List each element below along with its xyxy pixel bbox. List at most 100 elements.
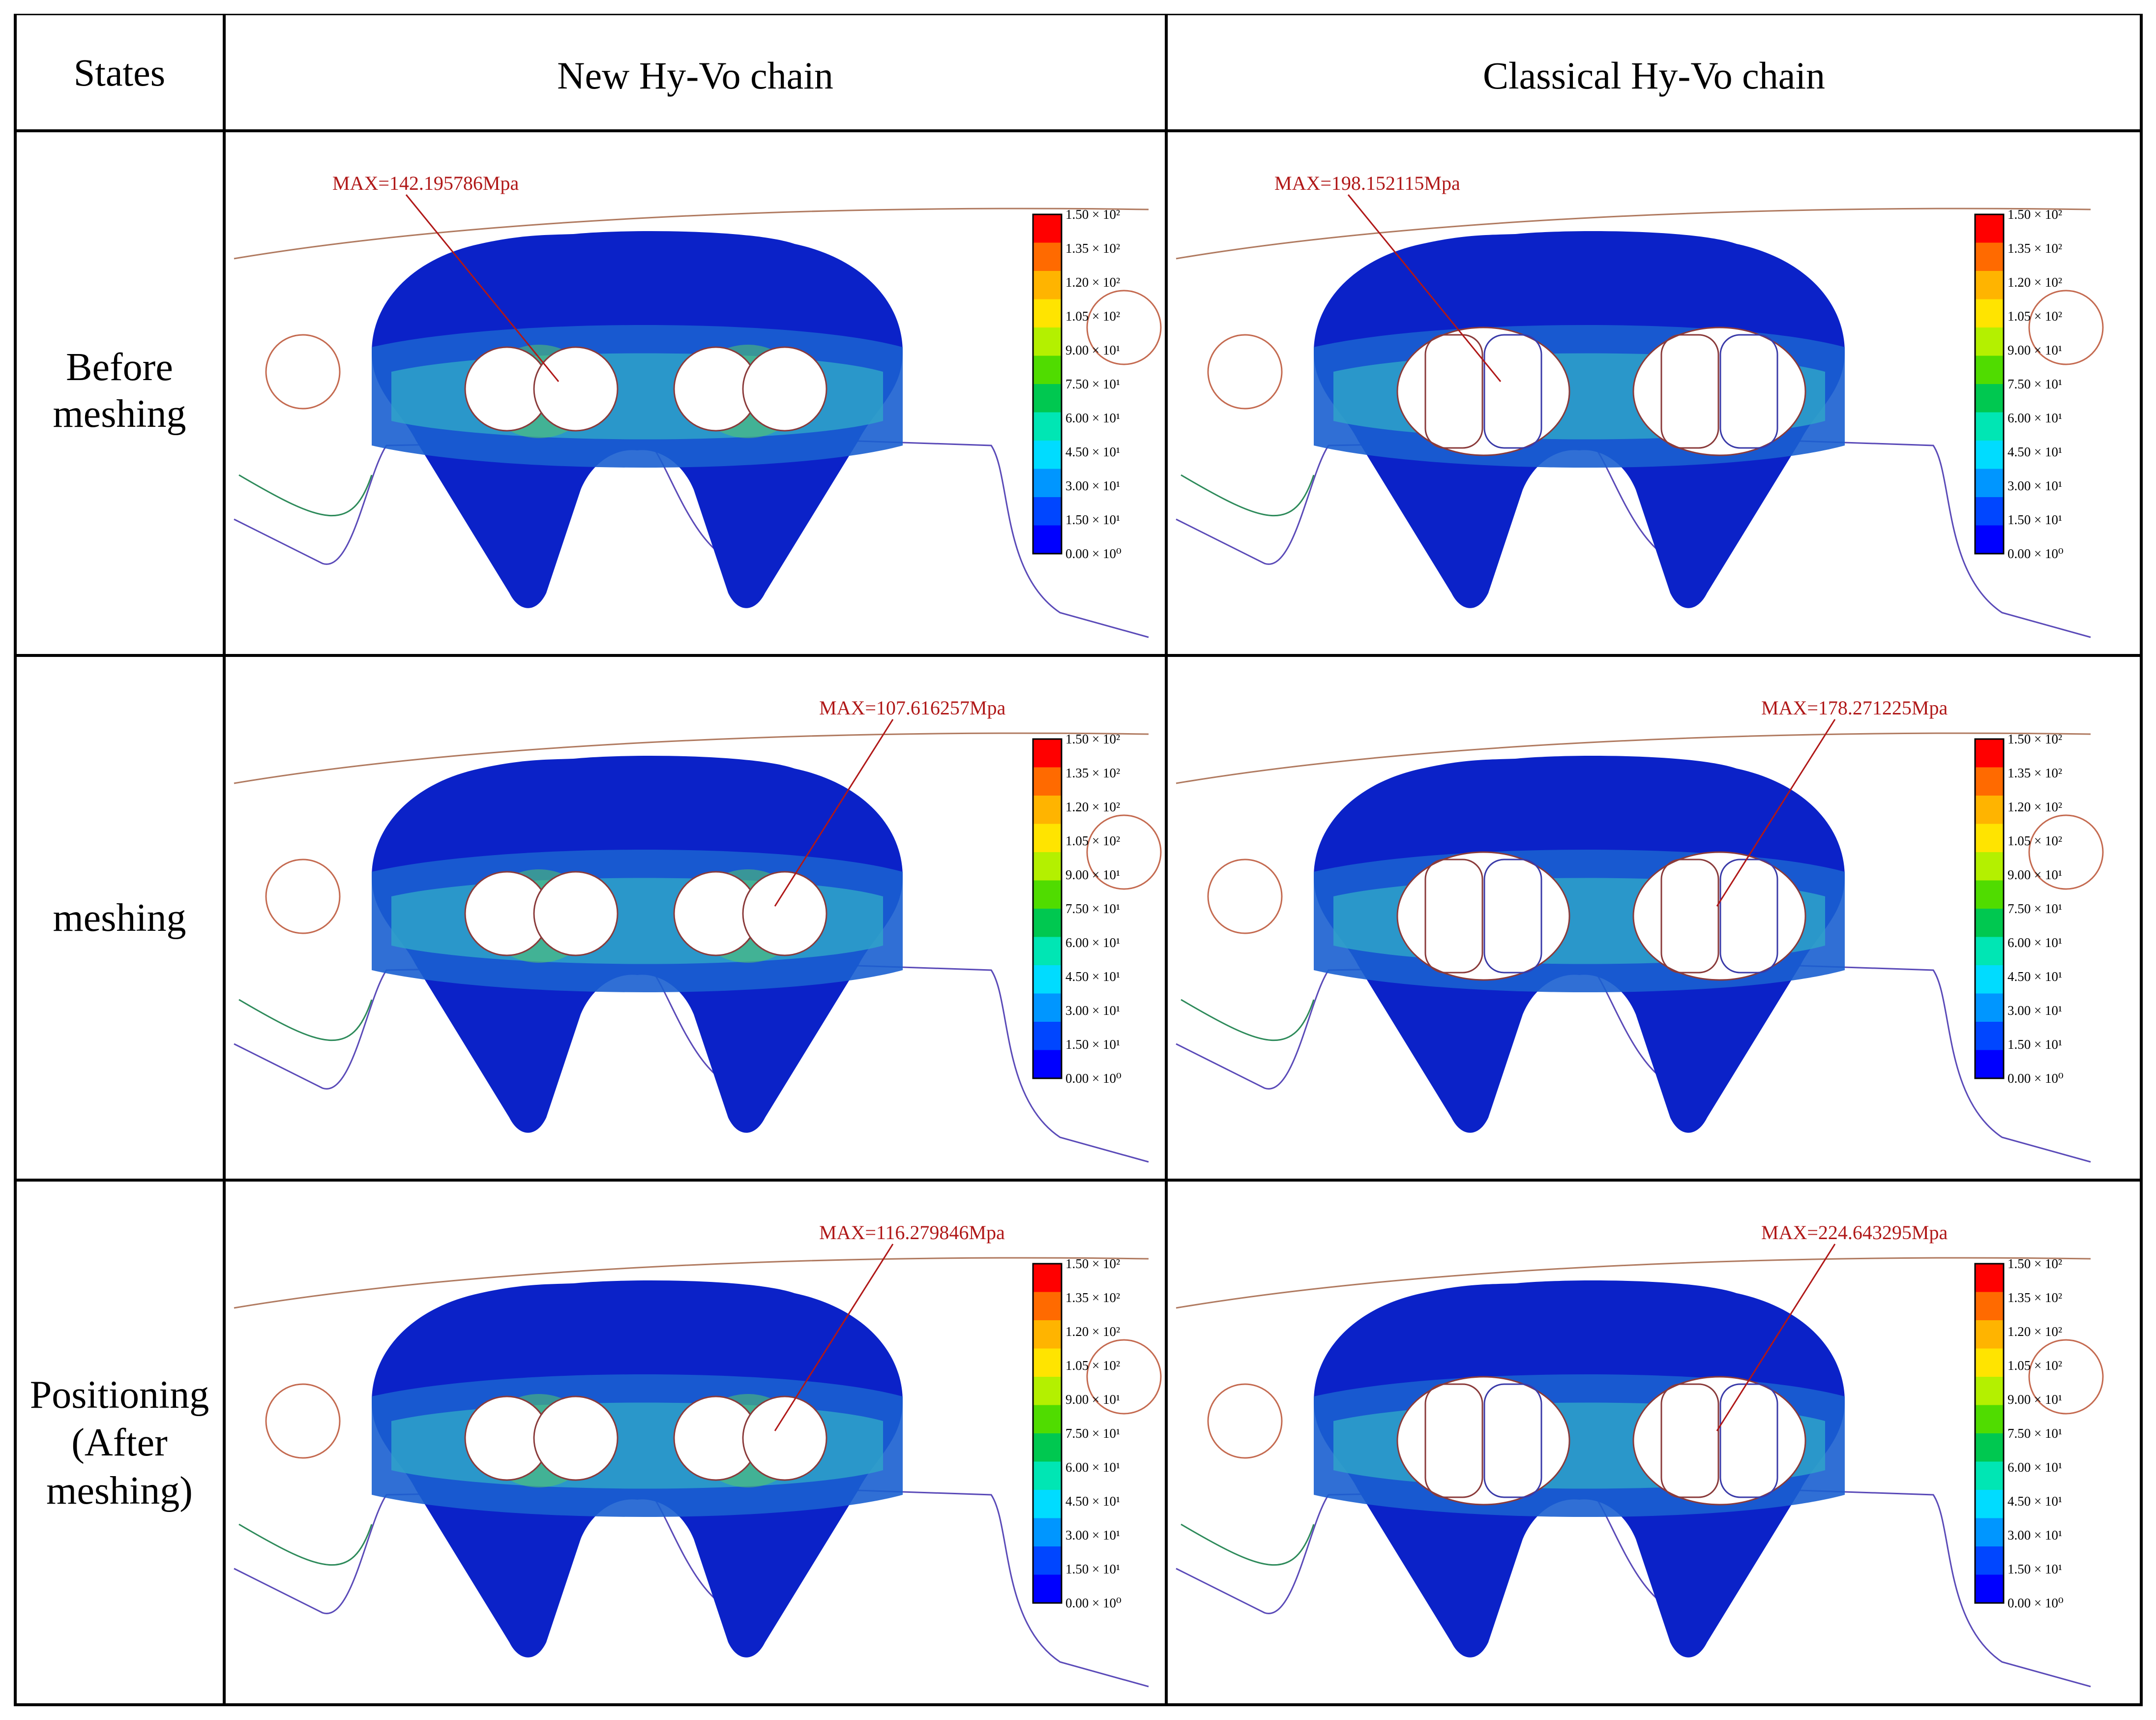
neighbour-pin	[2028, 290, 2104, 365]
colorbar-swatch	[1033, 937, 1062, 966]
max-stress-label: MAX=224.643295Mpa	[1761, 1221, 1948, 1244]
colorbar-tick-label: 1.35 × 10²	[1065, 241, 1120, 256]
rocker-pin	[1424, 334, 1483, 449]
rocker-pin	[1424, 859, 1483, 974]
colorbar-tick-label: 0.00 × 10⁰	[2008, 1596, 2064, 1610]
colorbar-frame	[1974, 213, 2005, 555]
rocker-pin	[1424, 1383, 1483, 1498]
link-plate	[1314, 231, 1845, 608]
colorbar-swatch	[1975, 937, 2004, 966]
colorbar-swatch	[1033, 965, 1062, 994]
colorbar-tick-label: 1.50 × 10¹	[2008, 512, 2062, 527]
colorbar-tick-label: 4.50 × 10¹	[1065, 445, 1120, 459]
rocker-pin	[1719, 334, 1778, 449]
colorbar-swatch	[1975, 1348, 2004, 1377]
colorbar-swatch	[1975, 469, 2004, 498]
colorbar-tick-label: 1.20 × 10²	[2008, 800, 2062, 814]
colorbar-swatch	[1975, 1433, 2004, 1462]
colorbar-swatch	[1033, 1292, 1062, 1321]
colorbar-swatch	[1975, 384, 2004, 413]
colorbar-swatch	[1975, 739, 2004, 768]
colorbar-swatch	[1975, 299, 2004, 328]
colorbar-swatch	[1033, 469, 1062, 498]
pin-hole	[742, 871, 827, 956]
sprocket-outline	[234, 732, 1149, 784]
colorbar-swatch	[1975, 965, 2004, 994]
colorbar-tick-label: 4.50 × 10¹	[2008, 969, 2062, 984]
colorbar-swatch	[1975, 909, 2004, 937]
pin-hole	[533, 871, 619, 956]
colorbar-swatch	[1033, 1405, 1062, 1434]
max-stress-label: MAX=116.279846Mpa	[819, 1221, 1005, 1244]
colorbar-swatch	[1975, 1292, 2004, 1321]
colorbar-tick-label: 6.00 × 10¹	[1065, 935, 1120, 950]
colorbar-tick-label: 6.00 × 10¹	[1065, 411, 1120, 425]
colorbar-frame	[1032, 738, 1063, 1079]
colorbar-tick-label: 4.50 × 10¹	[1065, 1494, 1120, 1509]
neighbour-pin	[265, 334, 341, 410]
colorbar-tick-label: 7.50 × 10¹	[1065, 901, 1120, 916]
colorbar-swatch	[1033, 1022, 1062, 1050]
pin-hole	[742, 1395, 827, 1481]
colorbar-swatch	[1975, 824, 2004, 853]
link-outline	[1181, 999, 1315, 1041]
colorbar-tick-label: 0.00 × 10⁰	[1065, 546, 1122, 561]
colorbar-swatch	[1033, 852, 1062, 881]
colorbar-tick-label: 7.50 × 10¹	[1065, 1426, 1120, 1441]
max-stress-label: MAX=178.271225Mpa	[1761, 697, 1948, 719]
colorbar-swatch	[1033, 271, 1062, 299]
link-outline	[1181, 1523, 1315, 1566]
row-label-before-line2: meshing	[53, 392, 186, 436]
neighbour-pin	[1086, 1339, 1162, 1415]
colorbar-frame	[1974, 738, 2005, 1079]
max-stress-leader	[405, 194, 560, 382]
sprocket-outline	[1176, 732, 2091, 784]
colorbar-tick-label: 1.50 × 10²	[2008, 1256, 2062, 1271]
colorbar-swatch	[1033, 214, 1062, 243]
colorbar-swatch	[1033, 1348, 1062, 1377]
colorbar-tick-label: 6.00 × 10¹	[2008, 935, 2062, 950]
header-states: States	[74, 51, 165, 94]
colorbar-swatch	[1033, 767, 1062, 796]
max-stress-leader	[1716, 1244, 1836, 1431]
colorbar-tick-label: 0.00 × 10⁰	[2008, 1071, 2064, 1086]
colorbar-swatch	[1975, 880, 2004, 909]
max-stress-leader	[774, 1244, 894, 1431]
colorbar-swatch	[1033, 441, 1062, 469]
colorbar-tick-label: 1.50 × 10²	[1065, 207, 1120, 222]
colorbar-swatch	[1033, 356, 1062, 385]
link-outline	[238, 474, 373, 516]
pin-hole	[533, 1395, 619, 1481]
colorbar-tick-label: 0.00 × 10⁰	[1065, 1596, 1122, 1610]
colorbar-tick-label: 0.00 × 10⁰	[2008, 546, 2064, 561]
row-label-meshing: meshing	[53, 896, 186, 940]
colorbar-tick-label: 4.50 × 10¹	[2008, 445, 2062, 459]
colorbar-tick-label: 9.00 × 10¹	[1065, 867, 1120, 882]
link-outline	[1181, 474, 1315, 516]
colorbar-swatch	[1033, 412, 1062, 441]
colorbar-tick-label: 6.00 × 10¹	[2008, 411, 2062, 425]
colorbar-tick-label: 1.50 × 10²	[1065, 1256, 1120, 1271]
colorbar-tick-label: 1.50 × 10²	[2008, 207, 2062, 222]
neighbour-pin	[265, 859, 341, 934]
colorbar-tick-label: 4.50 × 10¹	[2008, 1494, 2062, 1509]
colorbar-tick-label: 1.20 × 10²	[2008, 1324, 2062, 1339]
colorbar-swatch	[1033, 242, 1062, 271]
colorbar: 1.50 × 10² 1.35 × 10² 1.20 × 10² 1.05 × 10²…	[1974, 1256, 2064, 1610]
link-outline	[238, 999, 373, 1041]
colorbar-swatch	[1033, 1461, 1062, 1490]
max-stress-label: MAX=198.152115Mpa	[1274, 172, 1460, 194]
colorbar-tick-label: 9.00 × 10¹	[2008, 1392, 2062, 1407]
max-stress-label: MAX=142.195786Mpa	[332, 172, 519, 194]
colorbar-tick-label: 7.50 × 10¹	[2008, 901, 2062, 916]
colorbar-tick-label: 3.00 × 10¹	[1065, 1003, 1120, 1018]
sprocket-outline	[1176, 1257, 2091, 1309]
colorbar-tick-label: 3.00 × 10¹	[2008, 1528, 2062, 1542]
stress-panel-classical-row1: MAX=198.152115Mpa 1.50 × 10² 1.35 × 10² 1.2…	[1176, 172, 2104, 638]
stress-panel-new-row1: MAX=142.195786Mpa 1.50 × 10² 1.35 × 10² 1.2…	[234, 172, 1162, 638]
neighbour-pin	[1086, 290, 1162, 365]
max-stress-leader	[1347, 194, 1502, 382]
colorbar-frame	[1032, 1263, 1063, 1604]
colorbar-tick-label: 1.05 × 10²	[1065, 309, 1120, 324]
stress-comparison-figure: States New Hy-Vo chain Classical Hy-Vo c…	[14, 14, 2143, 1706]
